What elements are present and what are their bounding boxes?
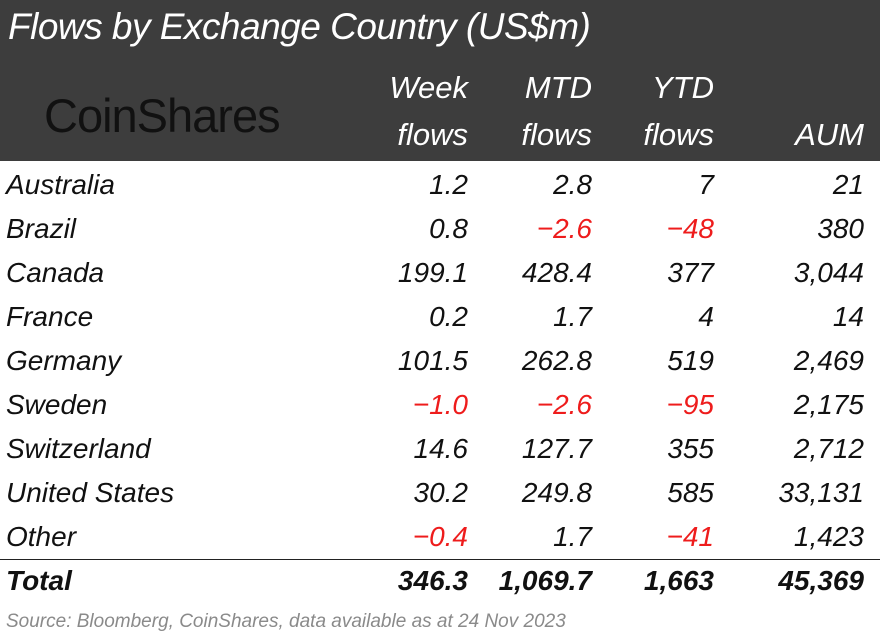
row-week-flows: 14.6 (413, 433, 469, 464)
col-week-header-line2: flows (397, 117, 468, 152)
col-aum-header: AUM (795, 117, 864, 152)
table-row: Australia 1.2 2.8 7 21 (0, 163, 880, 207)
row-week-flows: 0.8 (429, 213, 468, 244)
row-country: Canada (6, 257, 105, 288)
row-ytd-flows: 585 (667, 477, 714, 508)
total-week: 346.3 (397, 565, 468, 596)
chart-title: Flows by Exchange Country (US$m) (8, 6, 591, 47)
row-week-flows: 199.1 (397, 257, 468, 288)
row-week-flows: 1.2 (429, 169, 468, 200)
row-ytd-flows: 4 (698, 301, 714, 332)
row-mtd-flows: −2.6 (536, 213, 592, 244)
row-country: Germany (6, 345, 122, 376)
table-row: Brazil 0.8 −2.6 −48 380 (0, 207, 880, 251)
col-ytd-header-line2: flows (643, 117, 714, 152)
row-ytd-flows: 377 (667, 257, 714, 288)
row-aum: 2,712 (793, 433, 864, 464)
col-mtd-header-line1: MTD (524, 70, 592, 105)
row-mtd-flows: 428.4 (521, 257, 592, 288)
row-country: United States (6, 477, 175, 508)
total-aum: 45,369 (778, 565, 864, 596)
table-row: United States 30.2 249.8 585 33,131 (0, 471, 880, 515)
row-ytd-flows: 519 (667, 345, 714, 376)
total-mtd: 1,069.7 (498, 565, 592, 596)
col-week-header-line1: Week (389, 70, 468, 105)
row-week-flows: 30.2 (413, 477, 469, 508)
row-country: Australia (6, 169, 115, 200)
row-aum: 33,131 (778, 477, 864, 508)
table-row: Germany 101.5 262.8 519 2,469 (0, 339, 880, 383)
row-week-flows: 101.5 (397, 345, 468, 376)
table-row: Switzerland 14.6 127.7 355 2,712 (0, 427, 880, 471)
row-week-flows: −0.4 (412, 521, 468, 552)
row-week-flows: −1.0 (412, 389, 468, 420)
table-header: Flows by Exchange Country (US$m) CoinSha… (0, 0, 880, 161)
total-row: Total 346.3 1,069.7 1,663 45,369 (0, 559, 880, 603)
table-row: Other −0.4 1.7 −41 1,423 (0, 515, 880, 559)
row-mtd-flows: 127.7 (521, 433, 592, 464)
total-divider (0, 559, 880, 560)
table-row: Sweden −1.0 −2.6 −95 2,175 (0, 383, 880, 427)
row-mtd-flows: 1.7 (553, 301, 592, 332)
col-mtd-header-line2: flows (521, 117, 592, 152)
row-mtd-flows: 1.7 (553, 521, 592, 552)
row-mtd-flows: 2.8 (553, 169, 592, 200)
total-ytd: 1,663 (643, 565, 714, 596)
row-aum: 1,423 (793, 521, 864, 552)
col-ytd-header-line1: YTD (652, 70, 714, 105)
row-aum: 2,175 (793, 389, 864, 420)
row-aum: 21 (832, 169, 864, 200)
table-row: Canada 199.1 428.4 377 3,044 (0, 251, 880, 295)
row-country: Sweden (6, 389, 108, 420)
total-label: Total (6, 565, 72, 596)
row-aum: 14 (832, 301, 864, 332)
row-mtd-flows: 249.8 (521, 477, 592, 508)
row-ytd-flows: −41 (666, 521, 715, 552)
row-mtd-flows: −2.6 (536, 389, 592, 420)
row-ytd-flows: 7 (698, 169, 714, 200)
row-aum: 3,044 (793, 257, 864, 288)
row-country: Brazil (6, 213, 77, 244)
row-week-flows: 0.2 (429, 301, 468, 332)
source-note: Source: Bloomberg, CoinShares, data avai… (6, 611, 566, 632)
row-aum: 2,469 (793, 345, 864, 376)
row-country: Other (6, 521, 77, 552)
row-ytd-flows: −95 (666, 389, 715, 420)
coinshares-logo: CoinShares (44, 89, 281, 142)
row-country: France (6, 301, 94, 332)
row-aum: 380 (817, 213, 864, 244)
row-mtd-flows: 262.8 (521, 345, 592, 376)
row-country: Switzerland (6, 433, 151, 464)
row-ytd-flows: −48 (666, 213, 715, 244)
table-row: France 0.2 1.7 4 14 (0, 295, 880, 339)
row-ytd-flows: 355 (667, 433, 714, 464)
